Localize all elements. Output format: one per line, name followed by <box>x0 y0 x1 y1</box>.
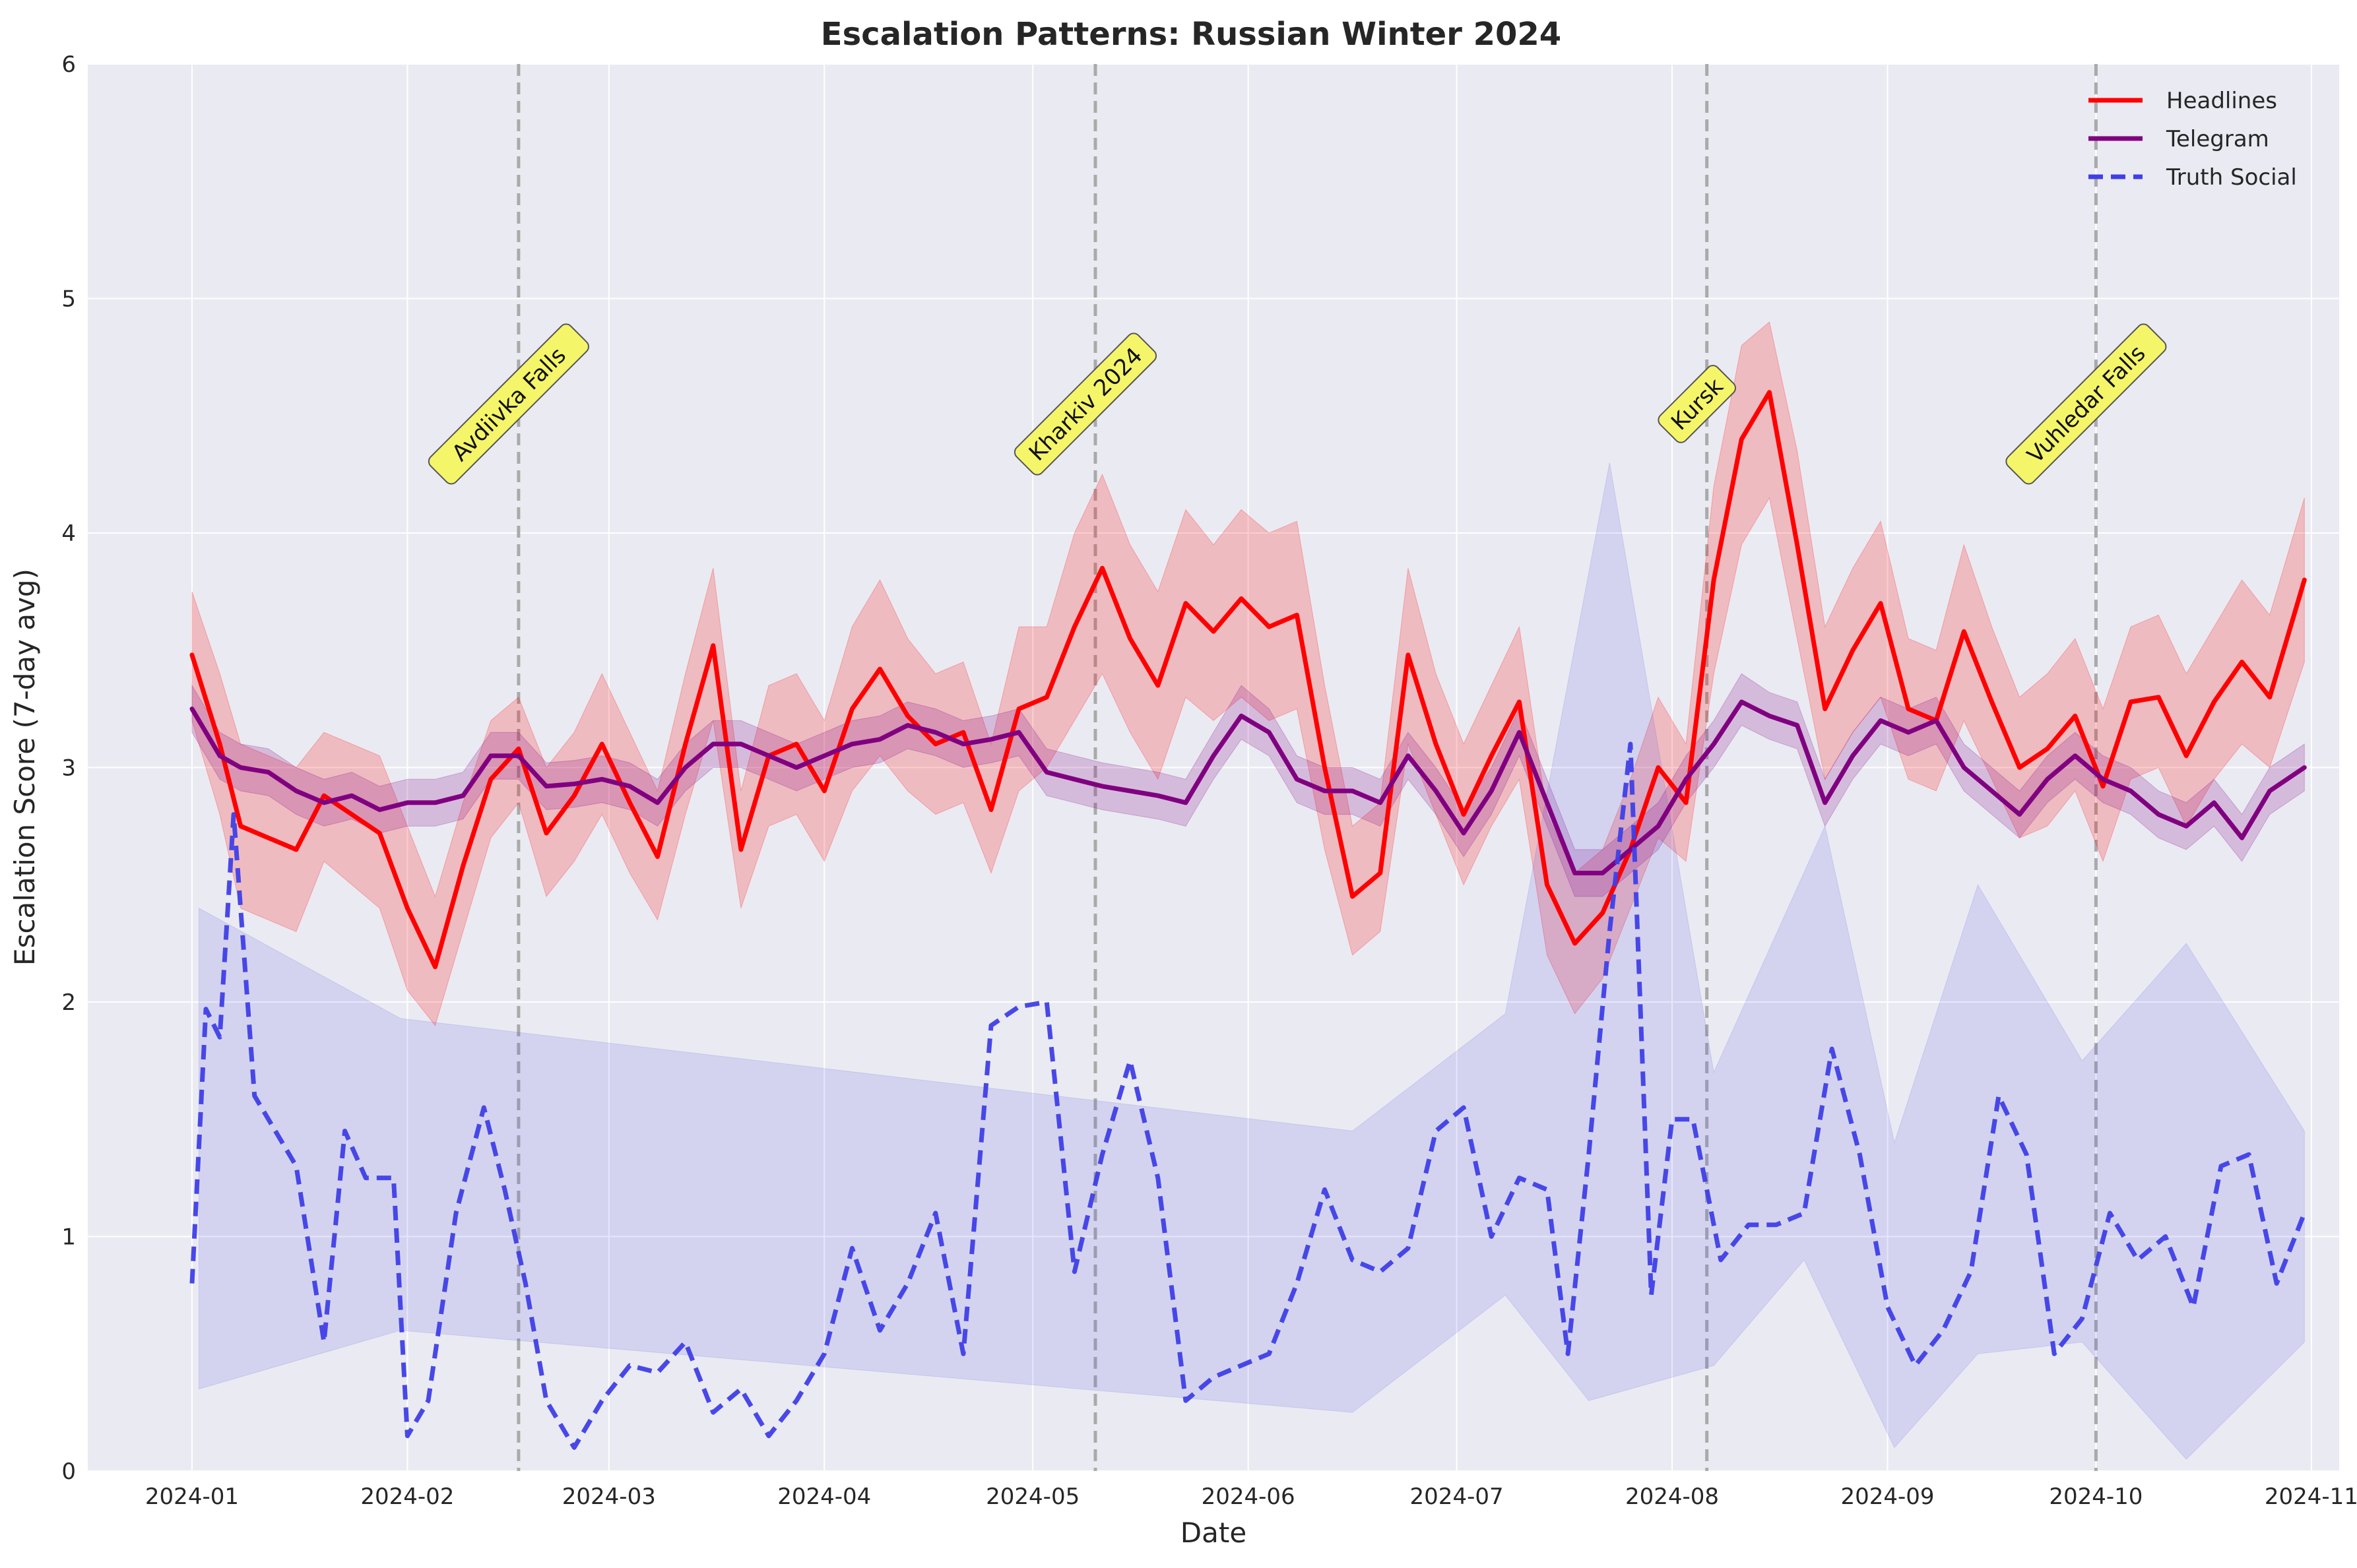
confidence-bands <box>191 321 2305 1460</box>
x-tick-label: 2024-05 <box>986 1484 1080 1510</box>
event-label-box <box>1658 365 1736 443</box>
axis-ticks: 0 1 2 3 4 5 6 2024-01 2024-02 2024-03 2024-04 2024-… <box>61 51 2357 1510</box>
x-tick-label: 2024-06 <box>1202 1484 1295 1510</box>
series-line-headlines <box>189 390 2307 970</box>
x-tick-label: 2024-04 <box>777 1484 871 1510</box>
x-tick-label: 2024-10 <box>2049 1484 2143 1510</box>
x-tick-label: 2024-11 <box>2265 1484 2357 1510</box>
y-axis-label: Escalation Score (7-day avg) <box>9 569 41 966</box>
band-telegram <box>191 673 2305 897</box>
y-tick-label: 5 <box>61 286 76 313</box>
y-tick-label: 1 <box>61 1224 76 1251</box>
x-axis-label: Date <box>1180 1517 1246 1549</box>
event-label-box <box>2005 323 2167 485</box>
chart-title: Escalation Patterns: Russian Winter 2024 <box>821 16 1561 53</box>
band-truth-social <box>199 462 2305 1460</box>
y-tick-label: 3 <box>61 755 76 782</box>
x-tick-label: 2024-09 <box>1840 1484 1934 1510</box>
series-line-telegram <box>189 699 2307 875</box>
y-tick-label: 0 <box>61 1458 76 1485</box>
legend-label: Telegram <box>2166 126 2269 152</box>
legend-label: Truth Social <box>2166 164 2297 191</box>
x-tick-label: 2024-08 <box>1625 1484 1719 1510</box>
y-tick-label: 6 <box>61 51 76 78</box>
legend: Headlines Telegram Truth Social <box>2088 88 2297 191</box>
band-headlines <box>191 321 2305 1026</box>
x-tick-label: 2024-02 <box>360 1484 454 1510</box>
x-tick-label: 2024-07 <box>1410 1484 1504 1510</box>
legend-label: Headlines <box>2166 88 2277 114</box>
y-tick-label: 4 <box>61 520 76 547</box>
y-tick-label: 2 <box>61 989 76 1016</box>
event-label-box <box>428 323 589 485</box>
series-line-truth-social <box>189 741 2307 1450</box>
x-tick-label: 2024-01 <box>145 1484 239 1510</box>
series-lines <box>189 390 2307 1450</box>
event-label-box <box>1014 332 1157 476</box>
x-tick-label: 2024-03 <box>562 1484 656 1510</box>
